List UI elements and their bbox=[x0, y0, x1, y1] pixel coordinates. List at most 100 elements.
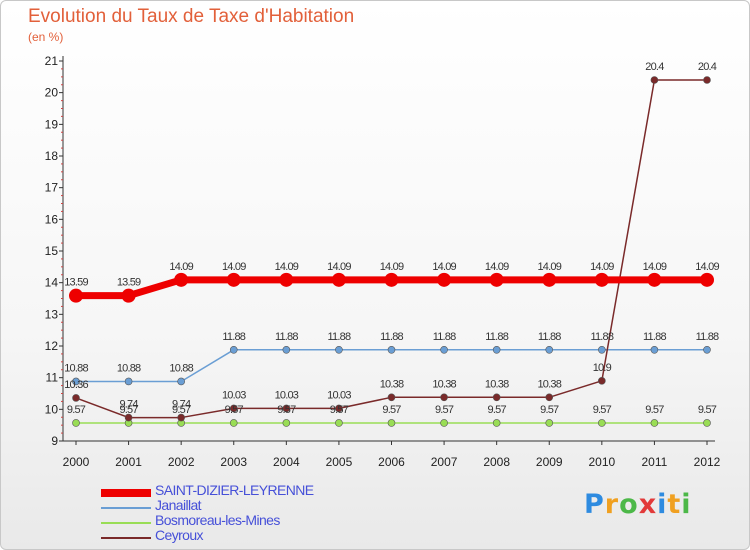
data-point bbox=[282, 345, 291, 354]
x-tick-label: 2005 bbox=[326, 455, 353, 469]
data-point bbox=[124, 377, 133, 386]
data-label: 14.09 bbox=[590, 261, 614, 273]
y-tick-label: 9 bbox=[51, 434, 58, 448]
logo-letter: t bbox=[667, 489, 682, 520]
data-point bbox=[279, 272, 294, 287]
legend-swatch bbox=[101, 489, 151, 497]
x-tick-label: 2000 bbox=[63, 455, 90, 469]
data-label: 10.03 bbox=[327, 389, 351, 401]
logo-letter: i bbox=[681, 489, 692, 520]
data-label: 9.57 bbox=[382, 404, 401, 416]
data-point bbox=[282, 404, 291, 413]
y-tick-label: 12 bbox=[45, 339, 59, 353]
data-point bbox=[700, 272, 714, 287]
data-point bbox=[703, 76, 711, 84]
data-label: 14.09 bbox=[432, 261, 456, 273]
x-tick-label: 2009 bbox=[536, 455, 563, 469]
data-point bbox=[598, 377, 606, 385]
data-point bbox=[282, 419, 291, 427]
data-point bbox=[331, 272, 346, 287]
data-point bbox=[177, 377, 185, 386]
data-label: 11.88 bbox=[485, 331, 508, 343]
data-point bbox=[440, 393, 448, 402]
data-point bbox=[124, 413, 133, 422]
data-point bbox=[594, 272, 609, 287]
data-label: 13.59 bbox=[64, 277, 88, 289]
data-label: 14.09 bbox=[485, 261, 509, 273]
data-label: 11.88 bbox=[643, 331, 666, 343]
data-point bbox=[335, 419, 343, 427]
data-point bbox=[437, 272, 452, 287]
data-point bbox=[598, 419, 606, 427]
data-label: 9.57 bbox=[225, 404, 244, 416]
x-tick-label: 2010 bbox=[588, 455, 615, 469]
x-tick-label: 2002 bbox=[168, 455, 195, 469]
x-tick-label: 2006 bbox=[378, 455, 405, 469]
data-label: 9.57 bbox=[277, 404, 296, 416]
y-tick-label: 18 bbox=[45, 149, 59, 163]
data-point bbox=[703, 345, 711, 354]
data-point bbox=[703, 419, 711, 427]
legend-label: SAINT-DIZIER-LEYRENNE bbox=[155, 482, 314, 498]
legend-label: Janaillat bbox=[155, 497, 202, 513]
data-label: 14.09 bbox=[537, 261, 561, 273]
logo-letter: P bbox=[584, 489, 605, 520]
proxiti-logo: Proxiti bbox=[584, 489, 692, 520]
data-label: 14.09 bbox=[275, 261, 299, 273]
data-point bbox=[69, 288, 83, 303]
y-tick-label: 11 bbox=[46, 371, 59, 385]
data-point bbox=[226, 272, 241, 287]
data-label: 14.09 bbox=[643, 261, 667, 273]
logo-letter: o bbox=[619, 489, 639, 520]
y-tick-label: 19 bbox=[45, 117, 59, 131]
data-label: 10.88 bbox=[117, 362, 141, 374]
data-label: 11.88 bbox=[275, 331, 298, 343]
data-point bbox=[229, 404, 238, 413]
x-tick-label: 2008 bbox=[483, 455, 510, 469]
data-point bbox=[598, 345, 606, 354]
data-label: 9.57 bbox=[172, 404, 191, 416]
data-label: 11.88 bbox=[538, 331, 561, 343]
data-point bbox=[72, 377, 80, 386]
data-label: 14.09 bbox=[222, 261, 246, 273]
x-tick-label: 2007 bbox=[431, 455, 458, 469]
x-tick-label: 2001 bbox=[115, 455, 142, 469]
data-point bbox=[440, 419, 448, 427]
data-label: 9.74 bbox=[119, 399, 138, 411]
data-point bbox=[72, 394, 80, 402]
data-label: 9.57 bbox=[645, 404, 664, 416]
data-label: 11.88 bbox=[590, 331, 613, 343]
data-point bbox=[174, 272, 189, 287]
data-point bbox=[121, 288, 136, 303]
data-label: 20.4 bbox=[698, 61, 717, 73]
logo-letter: r bbox=[604, 489, 620, 520]
y-tick-label: 20 bbox=[45, 86, 59, 100]
legend-label: Ceyroux bbox=[155, 527, 204, 543]
data-point bbox=[489, 272, 504, 287]
data-point bbox=[387, 345, 396, 354]
data-point bbox=[387, 419, 396, 427]
data-point bbox=[492, 419, 501, 427]
data-label: 10.38 bbox=[432, 378, 456, 390]
legend-swatch bbox=[101, 522, 151, 524]
data-point bbox=[387, 393, 396, 402]
data-label: 9.57 bbox=[593, 404, 612, 416]
chart-title: Evolution du Taux de Taxe d'Habitation bbox=[28, 6, 355, 27]
data-label: 10.36 bbox=[64, 379, 88, 391]
data-label: 14.09 bbox=[380, 261, 404, 273]
data-label: 9.57 bbox=[435, 404, 454, 416]
data-label: 11.88 bbox=[380, 331, 403, 343]
y-tick-label: 15 bbox=[45, 244, 59, 258]
data-label: 14.09 bbox=[169, 261, 193, 273]
data-label: 11.88 bbox=[696, 331, 719, 343]
data-label: 10.38 bbox=[380, 378, 404, 390]
data-point bbox=[545, 393, 554, 402]
y-tick-label: 14 bbox=[45, 276, 59, 290]
x-tick-label: 2004 bbox=[273, 455, 300, 469]
data-label: 14.09 bbox=[695, 261, 719, 273]
x-tick-label: 2011 bbox=[642, 455, 668, 469]
data-label: 10.9 bbox=[593, 362, 612, 374]
data-point bbox=[72, 419, 80, 427]
legend-swatch bbox=[101, 507, 151, 509]
data-label: 10.88 bbox=[169, 362, 193, 374]
